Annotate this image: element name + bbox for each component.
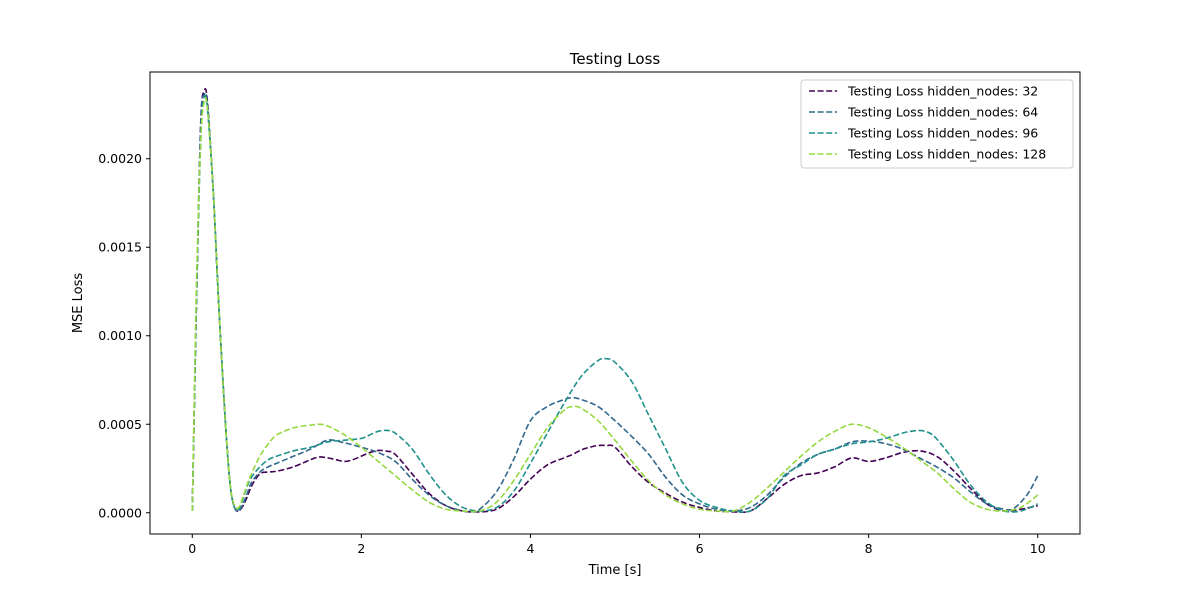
x-tick-label: 2: [357, 541, 365, 556]
legend: Testing Loss hidden_nodes: 32 Testing Los…: [800, 79, 1074, 169]
series-lines: [191, 87, 1039, 514]
x-tick-label: 10: [1030, 541, 1046, 556]
legend-label-3: Testing Loss hidden_nodes: 128: [847, 147, 1046, 162]
y-axis-ticks: 0.0000 0.0005 0.0010 0.0015 0.0020: [98, 151, 150, 520]
x-tick-label: 0: [188, 541, 196, 556]
y-tick-label: 0.0000: [98, 505, 142, 520]
legend-label-2: Testing Loss hidden_nodes: 96: [847, 126, 1038, 141]
series-line-1: [191, 91, 1039, 513]
y-tick-label: 0.0010: [98, 328, 142, 343]
y-tick-label: 0.0020: [98, 151, 142, 166]
x-tick-label: 6: [696, 541, 704, 556]
chart-title: Testing Loss: [569, 50, 661, 68]
legend-label-1: Testing Loss hidden_nodes: 64: [847, 105, 1038, 120]
legend-box: [800, 79, 1074, 169]
y-axis-label: MSE Loss: [71, 273, 86, 334]
x-tick-label: 8: [865, 541, 873, 556]
legend-label-0: Testing Loss hidden_nodes: 32: [847, 84, 1038, 99]
x-tick-label: 4: [526, 541, 534, 556]
y-tick-label: 0.0005: [98, 417, 142, 432]
y-tick-label: 0.0015: [98, 240, 142, 255]
x-axis-label: Time [s]: [588, 563, 642, 578]
plot-frame: [149, 71, 1081, 535]
series-line-3: [191, 97, 1039, 513]
x-axis-ticks: 0 2 4 6 8 10: [188, 534, 1046, 556]
series-line-2: [191, 94, 1039, 513]
